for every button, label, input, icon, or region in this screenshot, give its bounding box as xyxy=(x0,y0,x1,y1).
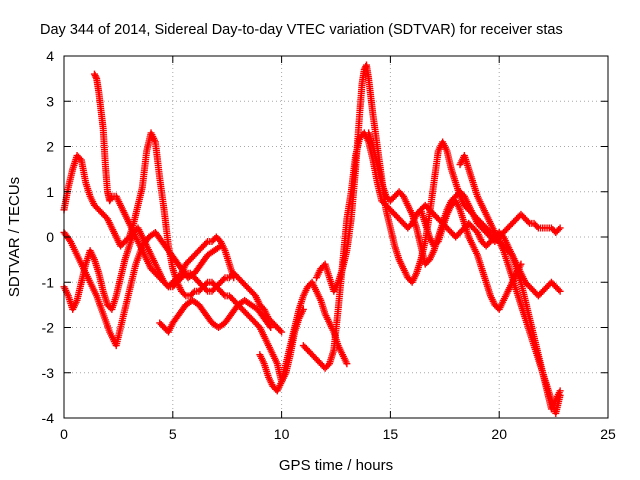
y-tick-label: 0 xyxy=(46,229,54,245)
data-point xyxy=(92,73,100,81)
x-axis-title: GPS time / hours xyxy=(279,457,393,474)
series-trace-4 xyxy=(60,228,225,350)
data-point xyxy=(266,322,274,330)
y-tick-label: 1 xyxy=(46,184,54,200)
y-tick-label: -4 xyxy=(42,410,55,426)
data-point xyxy=(556,224,564,232)
data-point xyxy=(276,327,284,335)
data-point xyxy=(180,290,188,298)
y-tick-label: -2 xyxy=(42,320,55,336)
data-point xyxy=(202,286,210,294)
data-point xyxy=(163,281,171,289)
data-point xyxy=(555,286,563,294)
x-tick-label: 5 xyxy=(169,426,177,442)
y-tick-label: -1 xyxy=(42,274,55,290)
data-point xyxy=(267,324,275,331)
data-point xyxy=(76,155,84,163)
series-trace-11 xyxy=(456,152,564,417)
series-trace-10 xyxy=(417,197,525,313)
y-axis-title: SDTVAR / TECUs xyxy=(6,177,23,297)
series-trace-1 xyxy=(60,129,307,386)
data-series xyxy=(60,61,564,417)
x-tick-label: 15 xyxy=(383,426,399,442)
y-tick-label: -3 xyxy=(42,365,55,381)
data-point xyxy=(189,289,197,297)
data-point xyxy=(202,239,210,247)
data-point xyxy=(533,222,541,230)
series-trace-5 xyxy=(156,296,275,336)
data-point xyxy=(278,328,286,336)
y-tick-label: 3 xyxy=(46,93,54,109)
data-point xyxy=(556,391,564,399)
data-point xyxy=(555,225,563,233)
data-point xyxy=(217,242,225,250)
x-tick-label: 0 xyxy=(60,426,68,442)
x-tick-label: 10 xyxy=(274,426,290,442)
tick-labels: 0 5 10 15 20 25 -4 -3 -2 -1 0 1 2 3 4 xyxy=(42,48,616,442)
data-point xyxy=(517,260,525,268)
x-tick-label: 25 xyxy=(600,426,616,442)
data-point xyxy=(556,287,564,295)
y-tick-label: 2 xyxy=(46,139,54,155)
x-tick-label: 20 xyxy=(491,426,507,442)
data-point xyxy=(524,218,532,226)
y-tick-label: 4 xyxy=(46,48,54,64)
data-point xyxy=(220,275,228,283)
data-point xyxy=(215,243,223,251)
chart-title: Day 344 of 2014, Sidereal Day-to-day VTE… xyxy=(40,22,563,38)
data-point xyxy=(343,360,351,368)
series-trace-8 xyxy=(312,61,564,300)
data-point xyxy=(220,290,228,298)
axis-ticks xyxy=(63,55,609,419)
